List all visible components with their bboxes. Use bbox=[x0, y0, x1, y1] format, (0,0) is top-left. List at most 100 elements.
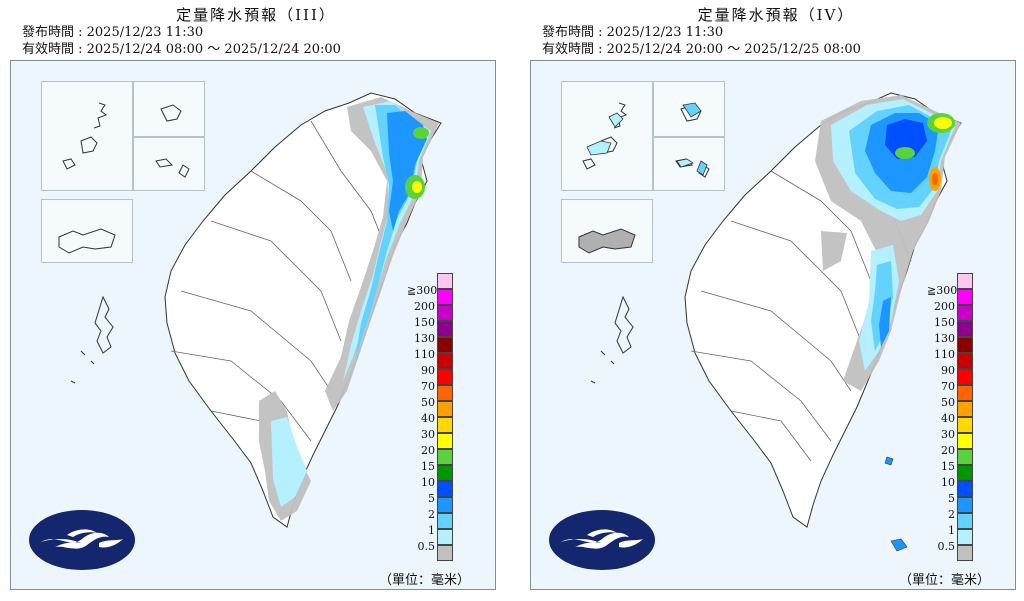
legend-label: 90 bbox=[941, 364, 955, 377]
legend-swatch bbox=[957, 305, 973, 321]
legend-swatch bbox=[437, 385, 453, 401]
taiwan-map-svg bbox=[58, 92, 442, 528]
legend-label: 15 bbox=[941, 460, 955, 473]
legend-swatch bbox=[957, 353, 973, 369]
qpf-panel-iii: 定量降水預報（III） 發布時間 : 2025/12/23 11:30 有效時間… bbox=[8, 0, 504, 601]
legend-swatch bbox=[437, 353, 453, 369]
legend-swatch bbox=[957, 481, 973, 497]
legend-label: 0.5 bbox=[417, 540, 436, 553]
cwa-logo bbox=[549, 510, 655, 570]
island-outlines bbox=[58, 102, 190, 384]
legend-swatch bbox=[957, 529, 973, 545]
legend-swatch bbox=[437, 545, 453, 561]
legend-label: 70 bbox=[941, 380, 955, 393]
legend-label: 15 bbox=[421, 460, 435, 473]
legend-swatch bbox=[437, 465, 453, 481]
legend-swatch bbox=[957, 497, 973, 513]
issue-time: 發布時間 : 2025/12/23 11:30 bbox=[542, 25, 724, 40]
inset-kinmen bbox=[41, 199, 133, 263]
legend-label: 30 bbox=[941, 428, 955, 441]
legend-label: 110 bbox=[934, 348, 955, 361]
legend: ≧300 200 150 130 110 90 70 50 40 30 20 1… bbox=[927, 273, 1015, 573]
legend-label: 10 bbox=[421, 476, 435, 489]
offshore-blue-islands bbox=[884, 456, 908, 552]
legend-label: 110 bbox=[414, 348, 435, 361]
rainfall-map: ≧300 200 150 130 110 90 70 50 40 30 20 1… bbox=[530, 60, 1016, 590]
legend-swatch bbox=[957, 321, 973, 337]
unit-label: （單位：毫米） bbox=[899, 573, 991, 588]
legend-swatch bbox=[957, 385, 973, 401]
legend-label: 130 bbox=[414, 332, 435, 345]
legend-swatch bbox=[437, 417, 453, 433]
legend-label: 1 bbox=[948, 524, 955, 537]
legend-label: 150 bbox=[934, 316, 955, 329]
legend-swatch bbox=[957, 337, 973, 353]
cwa-logo bbox=[29, 510, 135, 570]
legend-label: 20 bbox=[421, 444, 435, 457]
legend-swatch bbox=[957, 401, 973, 417]
legend-label: 200 bbox=[414, 300, 435, 313]
inset-penghu-north bbox=[41, 81, 133, 191]
panel-title: 定量降水預報（III） bbox=[176, 6, 336, 24]
legend-label: 0.5 bbox=[937, 540, 956, 553]
legend-label: 1 bbox=[428, 524, 435, 537]
legend-swatch bbox=[437, 497, 453, 513]
legend-swatch bbox=[437, 401, 453, 417]
offshore-rain-patches bbox=[578, 102, 708, 254]
panel-title: 定量降水預報（IV） bbox=[697, 6, 855, 24]
legend-swatch bbox=[957, 273, 973, 289]
legend-label: 90 bbox=[421, 364, 435, 377]
legend-label: 50 bbox=[941, 396, 955, 409]
unit-label: （單位：毫米） bbox=[379, 573, 471, 588]
legend-swatch bbox=[437, 369, 453, 385]
legend-label: 40 bbox=[421, 412, 435, 425]
legend-swatch bbox=[437, 529, 453, 545]
legend-swatch bbox=[957, 545, 973, 561]
inset-matsu-south bbox=[653, 137, 725, 191]
legend-swatch bbox=[957, 433, 973, 449]
legend-label: ≧300 bbox=[407, 284, 438, 297]
legend-swatch bbox=[957, 465, 973, 481]
legend-label: 200 bbox=[934, 300, 955, 313]
legend-label: 5 bbox=[948, 492, 955, 505]
legend-swatch bbox=[437, 273, 453, 289]
legend-label: 130 bbox=[934, 332, 955, 345]
inset-kinmen bbox=[561, 199, 653, 263]
legend-label: 30 bbox=[421, 428, 435, 441]
legend-swatch bbox=[437, 321, 453, 337]
taiwan-map-svg bbox=[578, 92, 962, 552]
rainfall-heavy-zone bbox=[405, 127, 429, 199]
legend: ≧300 200 150 130 110 90 70 50 40 30 20 1… bbox=[407, 273, 495, 573]
legend-label: 150 bbox=[414, 316, 435, 329]
legend-swatch bbox=[957, 513, 973, 529]
legend-label: 10 bbox=[941, 476, 955, 489]
legend-swatch bbox=[437, 433, 453, 449]
legend-swatch bbox=[437, 481, 453, 497]
legend-swatch bbox=[437, 449, 453, 465]
inset-matsu-north bbox=[133, 81, 205, 137]
legend-swatch bbox=[957, 289, 973, 305]
qpf-panel-iv: 定量降水預報（IV） 發布時間 : 2025/12/23 11:30 有效時間 … bbox=[528, 0, 1024, 601]
legend-swatch bbox=[437, 305, 453, 321]
legend-label: 40 bbox=[941, 412, 955, 425]
legend-swatch bbox=[957, 417, 973, 433]
rainfall-blue-zone bbox=[387, 111, 427, 231]
legend-label: 2 bbox=[948, 508, 955, 521]
legend-swatch bbox=[957, 449, 973, 465]
legend-swatch bbox=[437, 513, 453, 529]
legend-label: 50 bbox=[421, 396, 435, 409]
legend-label: ≧300 bbox=[927, 284, 958, 297]
legend-swatch bbox=[957, 369, 973, 385]
legend-label: 5 bbox=[428, 492, 435, 505]
legend-label: 70 bbox=[421, 380, 435, 393]
rainfall-map: ≧300 200 150 130 110 90 70 50 40 30 20 1… bbox=[10, 60, 496, 590]
valid-time: 有效時間 : 2025/12/24 20:00 ～ 2025/12/25 08:… bbox=[542, 42, 861, 57]
rainfall-heavy-zone bbox=[885, 113, 955, 191]
inset-matsu-south bbox=[133, 137, 205, 191]
legend-swatch bbox=[437, 337, 453, 353]
legend-label: 2 bbox=[428, 508, 435, 521]
valid-time: 有效時間 : 2025/12/24 08:00 ～ 2025/12/24 20:… bbox=[22, 42, 341, 57]
issue-time: 發布時間 : 2025/12/23 11:30 bbox=[22, 25, 204, 40]
legend-swatch bbox=[437, 289, 453, 305]
inset-penghu-north bbox=[561, 81, 653, 191]
